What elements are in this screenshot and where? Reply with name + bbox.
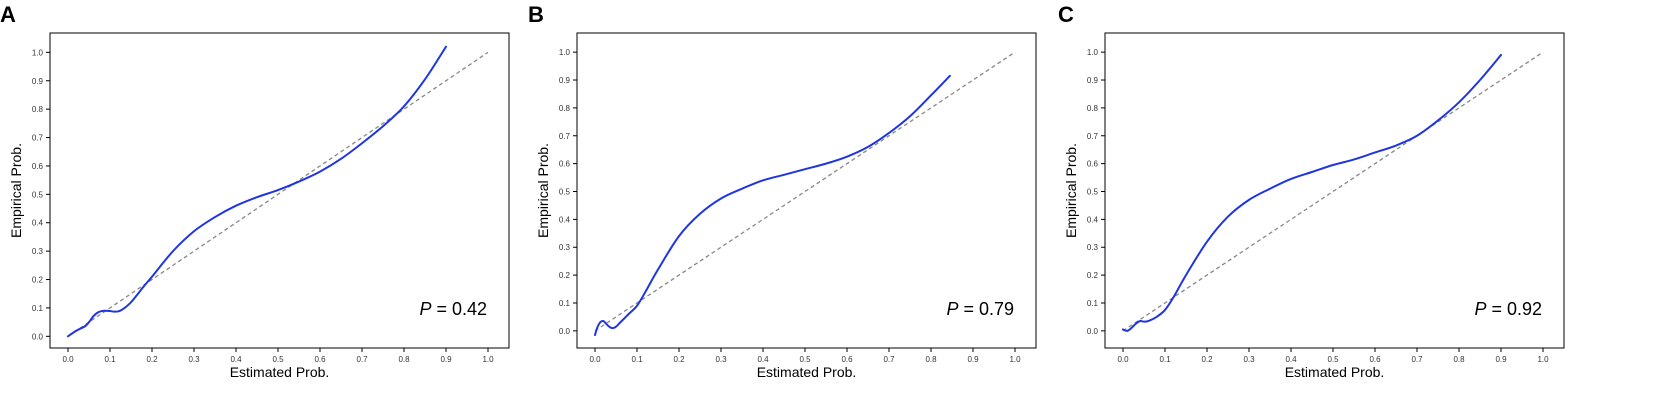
y-axis-title: Empirical Prob. [1063, 143, 1079, 238]
panel-label-b: B [528, 2, 544, 27]
x-tick-label: 0.2 [673, 355, 685, 364]
panel-c: C 0.0 0.1 0.2 0.3 0.4 0.5 0.6 0.7 0.8 0.9 1.0 0.0 0.1… [1058, 2, 1565, 380]
x-tick-label: 0.0 [62, 355, 74, 364]
x-tick-label: 0.3 [715, 355, 727, 364]
panel-label-c: C [1058, 2, 1074, 27]
x-tick-label: 0.8 [925, 355, 937, 364]
reference-diagonal-line [594, 51, 1016, 332]
y-tick-label: 0.1 [559, 299, 571, 308]
x-tick-label: 1.0 [482, 355, 494, 364]
y-axis-title: Empirical Prob. [535, 143, 551, 238]
x-tick-label: 0.1 [104, 355, 116, 364]
y-tick-label: 0.3 [32, 247, 44, 256]
plot-frame-b [576, 32, 1037, 349]
y-tick-label: 0.7 [32, 134, 44, 143]
y-tick-label: 1.0 [559, 48, 571, 57]
x-tick-label: 0.5 [1327, 355, 1339, 364]
x-tick-label: 0.9 [967, 355, 979, 364]
y-tick-label: 0.1 [32, 304, 44, 313]
x-tick-label: 0.6 [314, 355, 326, 364]
x-tick-label: 0.9 [440, 355, 452, 364]
x-tick-label: 0.1 [631, 355, 643, 364]
reference-diagonal-line [1122, 51, 1544, 332]
x-tick-label: 1.0 [1537, 355, 1549, 364]
p-value-symbol: P [1474, 299, 1486, 319]
p-value-annotation: P = 0.79 [946, 299, 1014, 319]
x-tick-label: 0.0 [589, 355, 601, 364]
y-axis-title: Empirical Prob. [8, 143, 24, 238]
calibration-curve [67, 45, 447, 338]
p-value-text: = 0.42 [431, 299, 487, 319]
x-axis-title: Estimated Prob. [1285, 364, 1385, 380]
x-tick-label: 0.9 [1495, 355, 1507, 364]
x-tick-label: 0.8 [398, 355, 410, 364]
p-value-text: = 0.79 [958, 299, 1014, 319]
y-tick-label: 0.0 [32, 332, 44, 341]
y-tick-label: 0.8 [1087, 104, 1099, 113]
p-value-text: = 0.92 [1486, 299, 1542, 319]
calibration-curve [594, 74, 951, 337]
calibration-curve [1122, 53, 1502, 332]
x-tick-label: 0.2 [1201, 355, 1213, 364]
y-tick-label: 0.6 [1087, 160, 1099, 169]
y-tick-label: 0.4 [1087, 215, 1099, 224]
y-tick-label: 0.5 [1087, 188, 1099, 197]
y-tick-label: 0.4 [32, 219, 44, 228]
x-tick-label: 1.0 [1009, 355, 1021, 364]
y-tick-label: 0.7 [1087, 132, 1099, 141]
y-tick-label: 0.7 [559, 132, 571, 141]
x-tick-label: 0.7 [883, 355, 895, 364]
x-tick-label: 0.4 [1285, 355, 1297, 364]
x-tick-label: 0.2 [146, 355, 158, 364]
y-tick-label: 0.2 [559, 271, 571, 280]
y-tick-label: 0.0 [559, 327, 571, 336]
plot-frame-c [1104, 32, 1565, 349]
x-tick-label: 0.7 [356, 355, 368, 364]
y-tick-label: 1.0 [1087, 48, 1099, 57]
x-tick-label: 0.7 [1411, 355, 1423, 364]
y-tick-label: 0.6 [559, 160, 571, 169]
x-tick-label: 0.6 [1369, 355, 1381, 364]
y-tick-label: 0.2 [32, 276, 44, 285]
x-tick-label: 0.4 [230, 355, 242, 364]
y-tick-label: 0.3 [559, 243, 571, 252]
panel-b: B 0.0 0.1 0.2 0.3 0.4 0.5 0.6 0.7 0.8 0.9 1.0 0.0 0.1… [528, 2, 1037, 380]
y-tick-label: 0.3 [1087, 243, 1099, 252]
x-tick-label: 0.6 [841, 355, 853, 364]
y-tick-label: 0.6 [32, 162, 44, 171]
p-value-symbol: P [419, 299, 431, 319]
x-tick-label: 0.5 [799, 355, 811, 364]
y-tick-label: 0.5 [559, 188, 571, 197]
x-axis-title: Estimated Prob. [230, 364, 330, 380]
x-axis-title: Estimated Prob. [757, 364, 857, 380]
reference-diagonal-line [67, 51, 489, 337]
x-tick-label: 0.8 [1453, 355, 1465, 364]
p-value-symbol: P [946, 299, 958, 319]
plot-frame-a [49, 32, 510, 349]
x-tick-label: 0.5 [272, 355, 284, 364]
y-tick-label: 0.0 [1087, 327, 1099, 336]
y-tick-label: 0.4 [559, 215, 571, 224]
panel-a: A 0.0 0.1 0.2 0.3 0.4 0.5 0.6 0.7 0.8 0.9 1.0 0.0 0.1… [0, 2, 510, 380]
y-tick-label: 0.9 [32, 77, 44, 86]
y-tick-label: 0.9 [559, 76, 571, 85]
y-tick-label: 0.9 [1087, 76, 1099, 85]
y-tick-label: 0.1 [1087, 299, 1099, 308]
x-tick-label: 0.3 [188, 355, 200, 364]
panel-label-a: A [0, 2, 16, 27]
x-tick-label: 0.4 [757, 355, 769, 364]
y-tick-label: 0.8 [32, 105, 44, 114]
p-value-annotation: P = 0.92 [1474, 299, 1542, 319]
y-tick-label: 0.2 [1087, 271, 1099, 280]
x-tick-label: 0.0 [1117, 355, 1129, 364]
y-tick-label: 1.0 [32, 48, 44, 57]
p-value-annotation: P = 0.42 [419, 299, 487, 319]
y-tick-label: 0.8 [559, 104, 571, 113]
x-tick-label: 0.3 [1243, 355, 1255, 364]
y-tick-label: 0.5 [32, 190, 44, 199]
x-tick-label: 0.1 [1159, 355, 1171, 364]
